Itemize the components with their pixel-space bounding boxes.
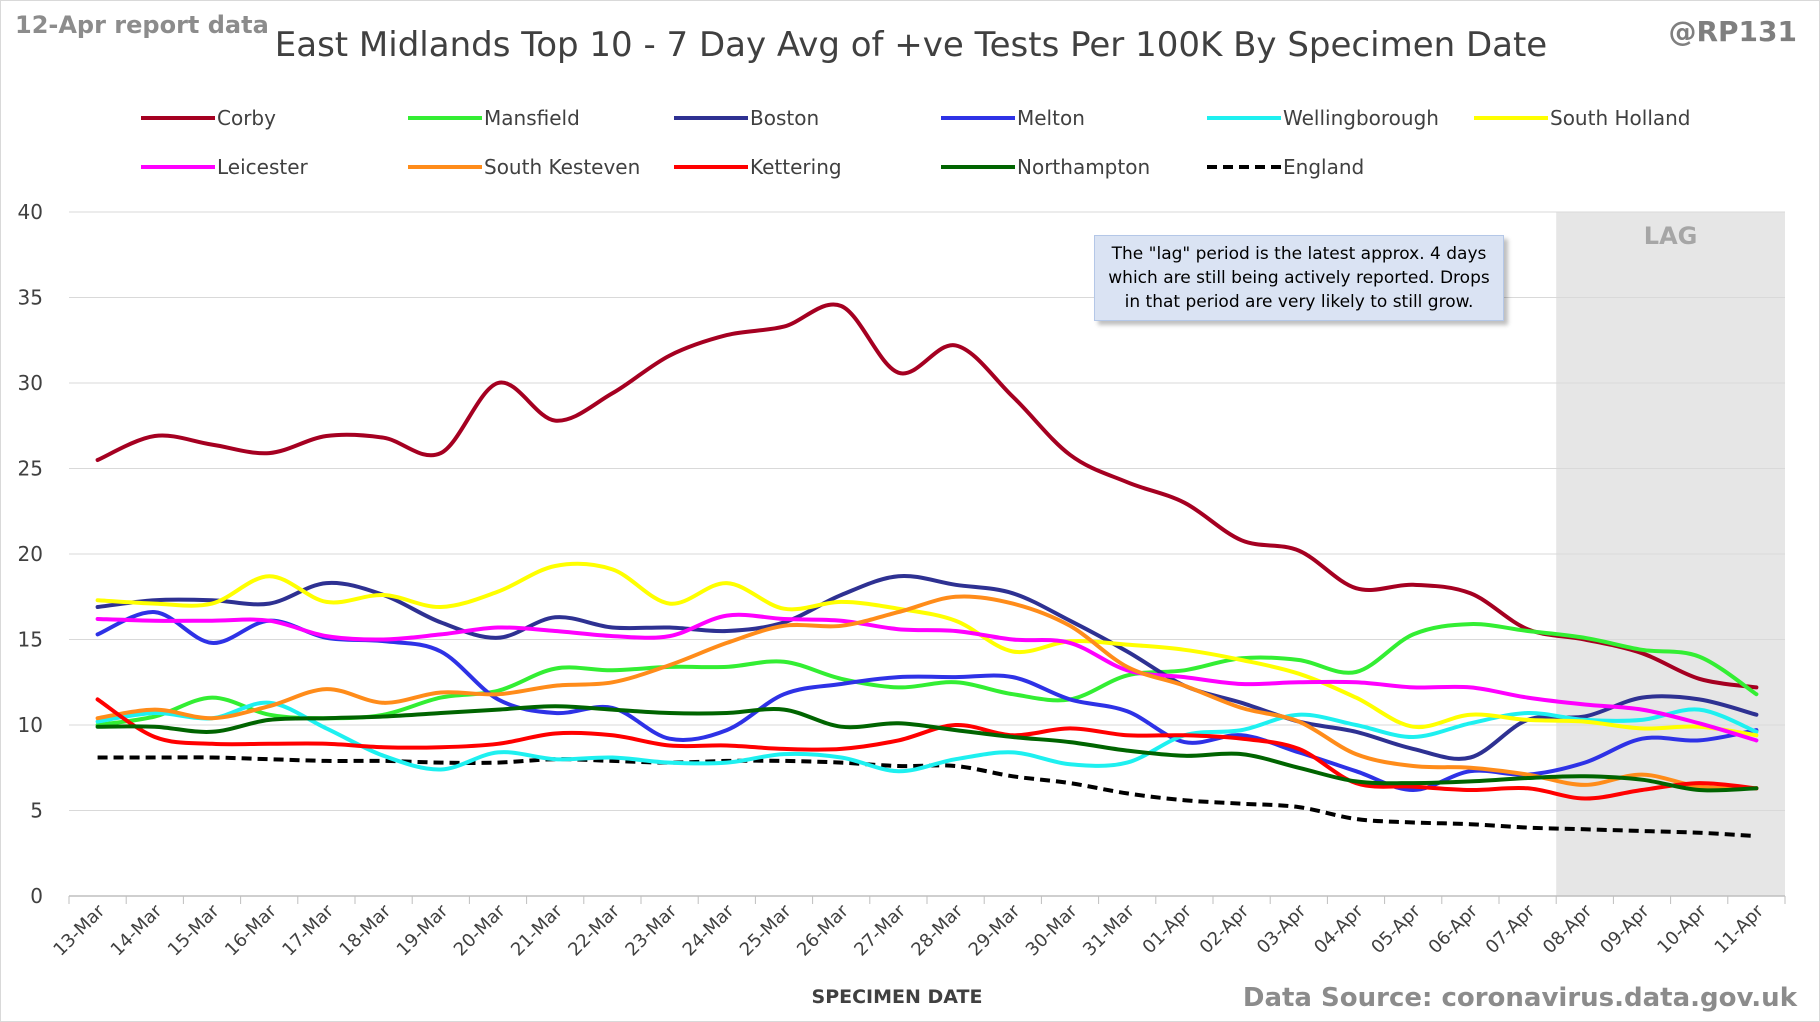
y-tick-label: 40 — [18, 200, 43, 224]
series-lines — [95, 302, 1759, 839]
x-tick-label: 07-Apr — [1482, 900, 1540, 958]
x-tick-label: 23-Mar — [621, 900, 681, 960]
y-tick-label: 25 — [18, 457, 43, 481]
x-tick-label: 11-Apr — [1711, 900, 1769, 958]
x-tick-label: 04-Apr — [1310, 900, 1368, 958]
y-tick-label: 20 — [18, 542, 43, 566]
legend-label-leicester: Leicester — [217, 155, 309, 179]
legend-label-england: England — [1283, 155, 1364, 179]
legend-label-northampton: Northampton — [1017, 155, 1150, 179]
x-tick-label: 18-Mar — [335, 900, 395, 960]
x-tick-label: 10-Apr — [1653, 900, 1711, 958]
y-tick-label: 0 — [30, 884, 43, 908]
x-tick-label: 01-Apr — [1139, 900, 1197, 958]
legend-label-south-kesteven: South Kesteven — [484, 155, 640, 179]
axes: 0 5 10 15 20 25 30 35 40 13-Mar14-Mar15-Mar16-Mar… — [18, 200, 1786, 1008]
x-tick-label: 19-Mar — [393, 900, 453, 960]
lag-label: LAG — [1644, 222, 1698, 250]
x-tick-label: 25-Mar — [736, 900, 796, 960]
x-tick-label: 13-Mar — [49, 900, 109, 960]
x-tick-label: 05-Apr — [1367, 900, 1425, 958]
y-tick-label: 30 — [18, 371, 43, 395]
legend-label-kettering: Kettering — [750, 155, 842, 179]
author-handle: @RP131 — [1668, 15, 1797, 48]
x-tick-label: 02-Apr — [1196, 900, 1254, 958]
x-tick-label: 08-Apr — [1539, 900, 1597, 958]
y-tick-label: 5 — [30, 799, 43, 823]
x-tick-label: 20-Mar — [450, 900, 510, 960]
x-tick-label: 03-Apr — [1253, 900, 1311, 958]
x-tick-label: 09-Apr — [1596, 900, 1654, 958]
x-tick-label: 28-Mar — [907, 900, 967, 960]
series-line-england — [97, 755, 1757, 839]
x-axis-title: SPECIMEN DATE — [812, 986, 983, 1008]
legend-label-wellingborough: Wellingborough — [1283, 106, 1439, 130]
x-tick-label: 26-Mar — [793, 900, 853, 960]
series-line-south-kesteven — [95, 594, 1759, 791]
legend-label-mansfield: Mansfield — [484, 106, 580, 130]
data-source-label: Data Source: coronavirus.data.gov.uk — [1242, 983, 1797, 1013]
y-tick-label: 10 — [18, 713, 43, 737]
x-tick-label: 30-Mar — [1022, 900, 1082, 960]
series-line-leicester — [95, 612, 1759, 743]
x-tick-label: 21-Mar — [507, 900, 567, 960]
legend-label-corby: Corby — [217, 106, 276, 130]
lag-note-box: The "lag" period is the latest approx. 4… — [1094, 235, 1504, 321]
x-tick-label: 22-Mar — [564, 900, 624, 960]
legend-label-boston: Boston — [750, 106, 819, 130]
y-tick-label: 15 — [18, 628, 43, 652]
y-tick-label: 35 — [18, 286, 43, 310]
series-line-south-holland — [95, 561, 1759, 738]
legend: Corby Mansfield Boston Melton Wellingborough… — [141, 106, 1691, 179]
x-tick-label: 15-Mar — [164, 900, 224, 960]
x-tick-label: 17-Mar — [278, 900, 338, 960]
x-tick-label: 24-Mar — [679, 900, 739, 960]
x-tick-label: 14-Mar — [107, 900, 167, 960]
x-tick-label: 29-Mar — [965, 900, 1025, 960]
x-tick-label: 16-Mar — [221, 900, 281, 960]
series-line-kettering — [95, 697, 1759, 801]
legend-label-south-holland: South Holland — [1550, 106, 1691, 130]
series-line-corby — [95, 302, 1759, 690]
chart-title: East Midlands Top 10 - 7 Day Avg of +ve … — [274, 25, 1548, 65]
series-line-northampton — [95, 704, 1759, 793]
legend-label-melton: Melton — [1017, 106, 1085, 130]
report-date-label: 12-Apr report data — [15, 11, 269, 39]
x-tick-label: 06-Apr — [1425, 900, 1483, 958]
series-line-wellingborough — [95, 700, 1759, 774]
x-tick-label: 27-Mar — [850, 900, 910, 960]
x-tick-label: 31-Mar — [1079, 900, 1139, 960]
